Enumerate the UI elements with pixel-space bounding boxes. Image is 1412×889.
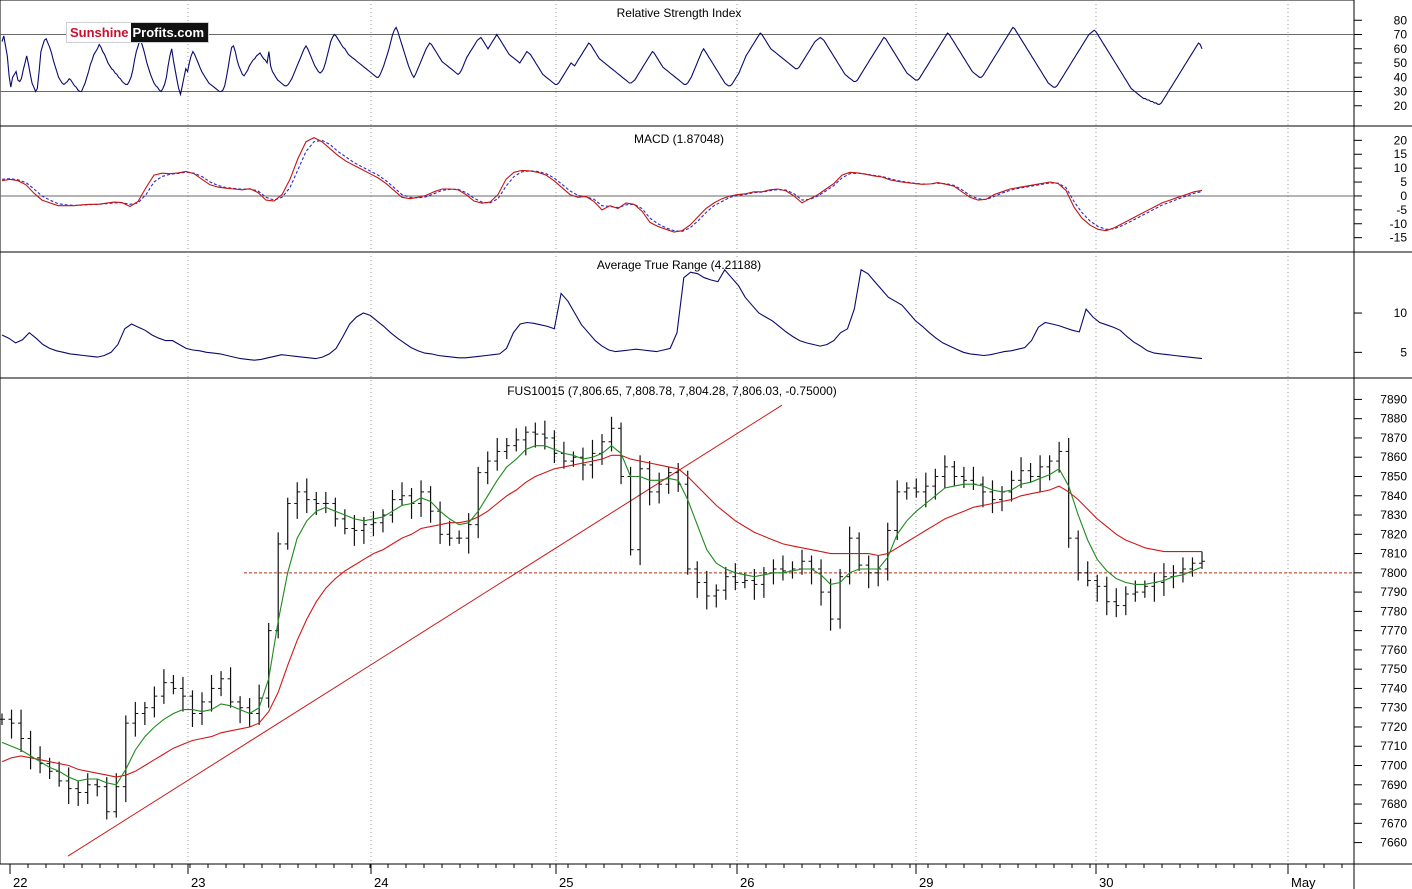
vertical-grid-lines	[187, 0, 1289, 864]
y-axis-tick-label: 10	[1394, 161, 1408, 175]
y-axis-tick-label: 7880	[1380, 412, 1407, 426]
logo-part-sunshine: Sunshine	[67, 23, 131, 42]
y-axis-tick-label: 7720	[1380, 720, 1407, 734]
y-axis-tick-label: 7850	[1380, 469, 1407, 483]
x-axis-tick-label: 23	[191, 875, 205, 889]
x-axis-tick-label: 24	[374, 875, 388, 889]
y-axis-tick-label: 80	[1394, 13, 1408, 27]
logo-part-profits: Profits.com	[130, 23, 209, 42]
y-axis-tick-label: 7710	[1380, 739, 1407, 753]
x-axis-tick-label: May	[1291, 875, 1316, 889]
y-axis-tick-label: 15	[1394, 147, 1408, 161]
y-axis-tick-label: 10	[1394, 306, 1408, 320]
y-axis-tick-label: 7770	[1380, 624, 1407, 638]
y-axis-tick-label: 7890	[1380, 392, 1407, 406]
y-axis-tick-label: 0	[1400, 189, 1407, 203]
y-axis-tick-label: 70	[1394, 28, 1408, 42]
y-axis-tick-label: -5	[1396, 203, 1407, 217]
x-axis-tick-label: 30	[1099, 875, 1113, 889]
y-axis-tick-label: 7750	[1380, 662, 1407, 676]
y-axis-tick-label: 7830	[1380, 508, 1407, 522]
macd-line	[1, 136, 1203, 233]
y-axis-tick-label: 7840	[1380, 489, 1407, 503]
macd-title: MACD (1.87048)	[634, 132, 724, 146]
y-axis-tick-label: 7670	[1380, 816, 1407, 830]
y-axis-tick-label: 7800	[1380, 566, 1407, 580]
y-axis-tick-label: 40	[1394, 70, 1408, 84]
y-axis-tick-label: 7820	[1380, 527, 1407, 541]
y-axis-tick-label: 7860	[1380, 450, 1407, 464]
y-axis-tick-label: 20	[1394, 133, 1408, 147]
rising-trendline	[67, 404, 783, 857]
panel-titles: Relative Strength Index MACD (1.87048) A…	[507, 6, 837, 398]
x-axis-tick-label: 29	[919, 875, 933, 889]
y-axis-tick-label: 7730	[1380, 701, 1407, 715]
y-axis-tick-label: -10	[1390, 217, 1408, 231]
y-axis-tick-label: 20	[1394, 99, 1408, 113]
x-axis: 22 23 24 25 26 29 30 May	[9, 864, 1343, 889]
rsi-title: Relative Strength Index	[617, 6, 742, 20]
y-axis-tick-label: 7870	[1380, 431, 1407, 445]
y-axis-tick-label: 50	[1394, 56, 1408, 70]
x-axis-tick-label: 22	[13, 875, 27, 889]
y-axis-tick-label: 7810	[1380, 547, 1407, 561]
y-axis-tick-label: 60	[1394, 42, 1408, 56]
fast-moving-average-line	[1, 444, 1203, 786]
y-axis-tick-label: -15	[1390, 231, 1408, 245]
price-bars	[0, 416, 1205, 820]
macd-signal-line	[1, 139, 1203, 233]
price-panel: 7660 7670 7680 7690 7700 7710 7720 7730 7740 7750…	[0, 392, 1407, 857]
y-axis-tick-label: 5	[1400, 175, 1407, 189]
y-axis-tick-label: 5	[1400, 345, 1407, 359]
atr-title: Average True Range (4.21188)	[597, 258, 761, 272]
y-axis-tick-label: 7790	[1380, 585, 1407, 599]
x-axis-tick-label: 26	[740, 875, 754, 889]
price-title: FUS10015 (7,806.65, 7,808.78, 7,804.28, …	[507, 384, 837, 398]
y-axis-tick-label: 30	[1394, 85, 1408, 99]
y-axis-tick-label: 7700	[1380, 759, 1407, 773]
y-axis-tick-label: 7690	[1380, 778, 1407, 792]
atr-panel: 5 10	[1, 268, 1408, 361]
y-axis-tick-label: 7780	[1380, 604, 1407, 618]
y-axis-tick-label: 7740	[1380, 681, 1407, 695]
y-axis-tick-label: 7660	[1380, 836, 1407, 850]
y-axis-tick-label: 7760	[1380, 643, 1407, 657]
atr-line	[1, 268, 1203, 361]
rsi-line	[1, 26, 1203, 105]
x-axis-tick-label: 25	[559, 875, 573, 889]
slow-moving-average-line	[1, 454, 1202, 778]
sunshine-profits-logo: Sunshine Profits.com	[66, 22, 210, 43]
y-axis-tick-label: 7680	[1380, 797, 1407, 811]
